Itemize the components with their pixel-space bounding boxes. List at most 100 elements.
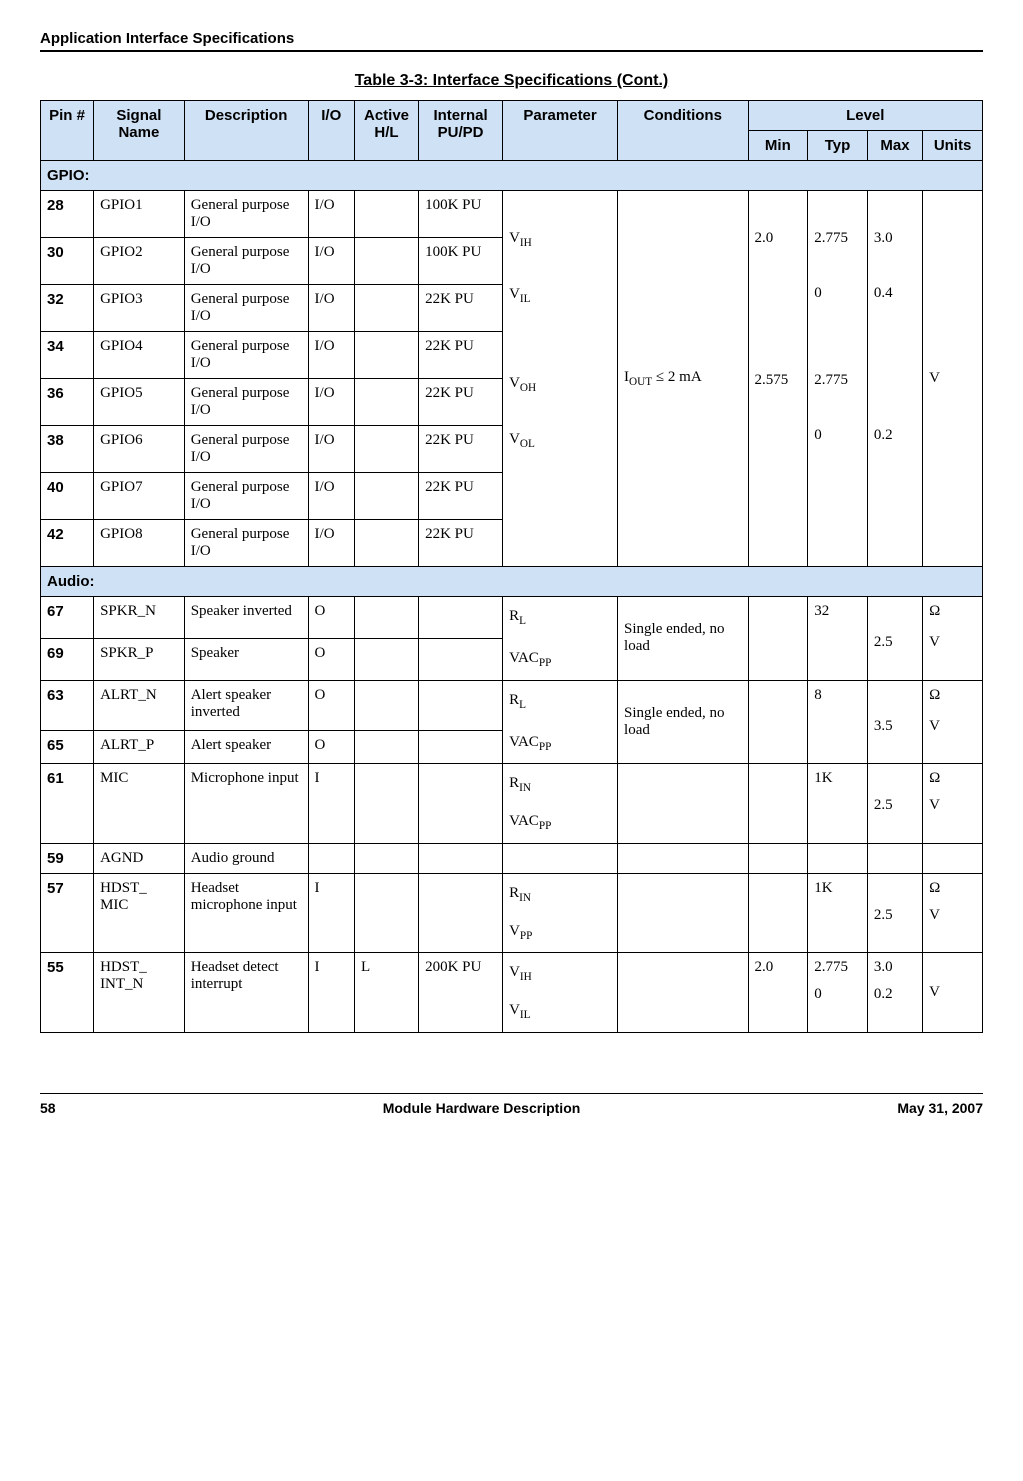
cell-signal: SPKR_P bbox=[94, 638, 185, 680]
cell-param-gpio: VIH VIL VOH VOL bbox=[503, 191, 618, 567]
cell-max: 2.5 bbox=[867, 873, 922, 953]
section-gpio: GPIO: bbox=[41, 161, 983, 191]
table-row: 61 MIC Microphone input I RIN VACPP 1K 2… bbox=[41, 764, 983, 844]
footer-date: May 31, 2007 bbox=[843, 1100, 983, 1116]
cell-pin: 61 bbox=[41, 764, 94, 844]
cell-pin: 38 bbox=[41, 426, 94, 473]
cell-signal: GPIO8 bbox=[94, 520, 185, 567]
cell-io: I bbox=[308, 873, 354, 953]
cell-pupd bbox=[419, 680, 503, 731]
cell-units: ΩV bbox=[923, 597, 983, 681]
cell-min bbox=[748, 680, 808, 764]
cell-pin: 65 bbox=[41, 731, 94, 764]
col-units: Units bbox=[923, 131, 983, 161]
cell-desc: Alert speaker inverted bbox=[184, 680, 308, 731]
cell-active bbox=[354, 764, 418, 844]
cell-typ: 2.7750 bbox=[808, 953, 868, 1033]
cell-pin: 55 bbox=[41, 953, 94, 1033]
cell-pin: 30 bbox=[41, 238, 94, 285]
cell-max: 2.5 bbox=[867, 764, 922, 844]
cell-signal: GPIO4 bbox=[94, 332, 185, 379]
cell-signal: GPIO1 bbox=[94, 191, 185, 238]
cell-io: I/O bbox=[308, 379, 354, 426]
col-pin: Pin # bbox=[41, 101, 94, 161]
cell-units: ΩV bbox=[923, 873, 983, 953]
cell-max: 3.5 bbox=[867, 680, 922, 764]
cell-pupd bbox=[419, 597, 503, 639]
table-row: 57 HDST_ MIC Headset microphone input I … bbox=[41, 873, 983, 953]
cell-param bbox=[503, 843, 618, 873]
col-max: Max bbox=[867, 131, 922, 161]
cell-units-gpio: V bbox=[923, 191, 983, 567]
cell-active bbox=[354, 638, 418, 680]
col-param: Parameter bbox=[503, 101, 618, 161]
cell-pin: 36 bbox=[41, 379, 94, 426]
cell-io: I/O bbox=[308, 191, 354, 238]
cell-active bbox=[354, 238, 418, 285]
footer-title: Module Hardware Description bbox=[120, 1100, 843, 1116]
cell-signal: HDST_ INT_N bbox=[94, 953, 185, 1033]
cell-pin: 67 bbox=[41, 597, 94, 639]
cell-active bbox=[354, 873, 418, 953]
cell-param: RIN VPP bbox=[503, 873, 618, 953]
cell-typ: 1K bbox=[808, 873, 868, 953]
cell-io: O bbox=[308, 680, 354, 731]
cell-pupd: 100K PU bbox=[419, 238, 503, 285]
cell-io: I/O bbox=[308, 426, 354, 473]
cell-signal: HDST_ MIC bbox=[94, 873, 185, 953]
cell-pupd: 100K PU bbox=[419, 191, 503, 238]
cell-pupd: 200K PU bbox=[419, 953, 503, 1033]
col-pupd: Internal PU/PD bbox=[419, 101, 503, 161]
cell-io: I/O bbox=[308, 238, 354, 285]
cell-signal: ALRT_N bbox=[94, 680, 185, 731]
cell-signal: GPIO5 bbox=[94, 379, 185, 426]
cell-desc: Microphone input bbox=[184, 764, 308, 844]
cell-max-gpio: 3.0 0.4 0.2 bbox=[867, 191, 922, 567]
cell-desc: Speaker bbox=[184, 638, 308, 680]
cell-min bbox=[748, 843, 808, 873]
cell-pupd: 22K PU bbox=[419, 379, 503, 426]
cell-cond-gpio: IOUT ≤ 2 mA bbox=[618, 191, 748, 567]
cell-param: RL VACPP bbox=[503, 680, 618, 764]
cell-desc: General purpose I/O bbox=[184, 191, 308, 238]
cell-io bbox=[308, 843, 354, 873]
cell-pupd: 22K PU bbox=[419, 426, 503, 473]
cell-signal: ALRT_P bbox=[94, 731, 185, 764]
cell-io: O bbox=[308, 597, 354, 639]
cell-active: L bbox=[354, 953, 418, 1033]
cell-cond: Single ended, no load bbox=[618, 680, 748, 764]
cell-units: ΩV bbox=[923, 764, 983, 844]
cell-desc: Headset microphone input bbox=[184, 873, 308, 953]
section-gpio-label: GPIO: bbox=[41, 161, 983, 191]
cell-pin: 32 bbox=[41, 285, 94, 332]
cell-active bbox=[354, 731, 418, 764]
cell-pupd bbox=[419, 731, 503, 764]
cell-desc: General purpose I/O bbox=[184, 332, 308, 379]
section-audio-label: Audio: bbox=[41, 567, 983, 597]
cell-min bbox=[748, 873, 808, 953]
cell-signal: GPIO7 bbox=[94, 473, 185, 520]
cell-desc: Speaker inverted bbox=[184, 597, 308, 639]
cell-cond bbox=[618, 764, 748, 844]
cell-io: I/O bbox=[308, 473, 354, 520]
col-typ: Typ bbox=[808, 131, 868, 161]
table-title: Table 3-3: Interface Specifications (Con… bbox=[40, 72, 983, 90]
cell-signal: GPIO2 bbox=[94, 238, 185, 285]
cell-pupd: 22K PU bbox=[419, 473, 503, 520]
cell-desc: General purpose I/O bbox=[184, 426, 308, 473]
cell-io: O bbox=[308, 638, 354, 680]
table-row: 63 ALRT_N Alert speaker inverted O RL VA… bbox=[41, 680, 983, 731]
cell-active bbox=[354, 473, 418, 520]
col-signal: Signal Name bbox=[94, 101, 185, 161]
table-row: 59 AGND Audio ground bbox=[41, 843, 983, 873]
table-row: 67 SPKR_N Speaker inverted O RL VACPP Si… bbox=[41, 597, 983, 639]
cell-param: RL VACPP bbox=[503, 597, 618, 681]
cell-io: I bbox=[308, 953, 354, 1033]
cell-desc: Audio ground bbox=[184, 843, 308, 873]
spec-table: Pin # Signal Name Description I/O Active… bbox=[40, 100, 983, 1033]
cell-signal: SPKR_N bbox=[94, 597, 185, 639]
cell-desc: General purpose I/O bbox=[184, 285, 308, 332]
cell-signal: GPIO3 bbox=[94, 285, 185, 332]
cell-pin: 57 bbox=[41, 873, 94, 953]
cell-pin: 42 bbox=[41, 520, 94, 567]
